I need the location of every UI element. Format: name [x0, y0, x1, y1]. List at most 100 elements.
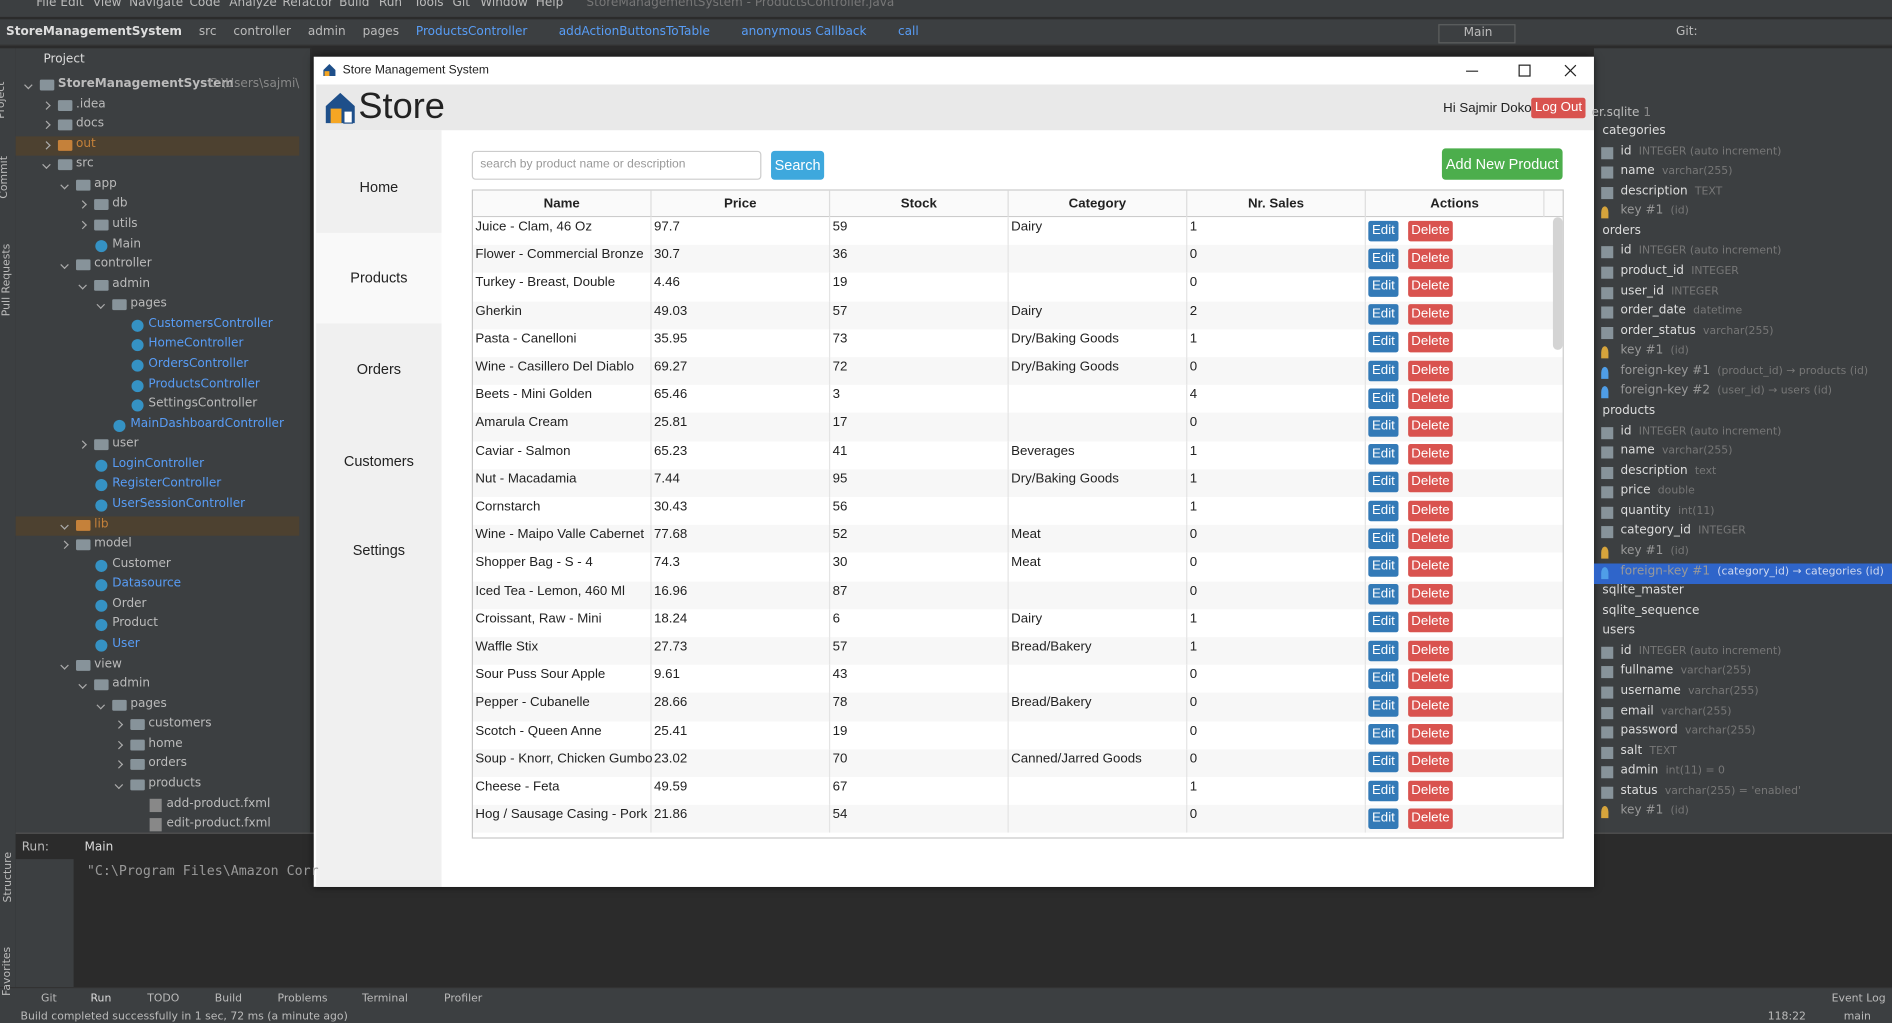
- delete-button[interactable]: Delete: [1408, 808, 1453, 829]
- delete-button[interactable]: Delete: [1408, 668, 1453, 689]
- side-tab[interactable]: Project: [0, 81, 8, 119]
- delete-button[interactable]: Delete: [1408, 500, 1453, 521]
- delete-button[interactable]: Delete: [1408, 248, 1453, 269]
- logout-button[interactable]: Log Out: [1531, 97, 1586, 119]
- side-tab[interactable]: Favorites: [1, 946, 14, 996]
- db-item[interactable]: password: [1620, 724, 1678, 738]
- tree-item[interactable]: ProductsController: [148, 377, 260, 391]
- delete-button[interactable]: Delete: [1408, 696, 1453, 717]
- tree-item[interactable]: pages: [130, 697, 167, 711]
- tree-item[interactable]: UserSessionController: [112, 497, 246, 511]
- side-tab[interactable]: Commit: [0, 156, 11, 199]
- edit-button[interactable]: Edit: [1368, 276, 1399, 297]
- db-item[interactable]: foreign-key #1: [1620, 364, 1711, 378]
- menu-item[interactable]: Help: [535, 0, 564, 10]
- delete-button[interactable]: Delete: [1408, 332, 1453, 353]
- edit-button[interactable]: Edit: [1368, 612, 1399, 633]
- search-button[interactable]: Search: [771, 150, 825, 180]
- menu-item[interactable]: Analyze: [229, 0, 277, 10]
- tree-item[interactable]: OrdersController: [148, 357, 249, 371]
- edit-button[interactable]: Edit: [1368, 696, 1399, 717]
- delete-button[interactable]: Delete: [1408, 584, 1453, 605]
- add-button[interactable]: Add New Product: [1441, 148, 1563, 180]
- edit-button[interactable]: Edit: [1368, 304, 1399, 325]
- nav-item[interactable]: Products: [350, 269, 408, 286]
- edit-button[interactable]: Edit: [1368, 500, 1399, 521]
- tree-item[interactable]: lib: [94, 517, 109, 531]
- edit-button[interactable]: Edit: [1368, 472, 1399, 493]
- tree-item[interactable]: LoginController: [112, 457, 205, 471]
- db-item[interactable]: email: [1620, 704, 1654, 718]
- db-item[interactable]: categories: [1602, 124, 1666, 138]
- delete-button[interactable]: Delete: [1408, 360, 1453, 381]
- menu-item[interactable]: Git: [452, 0, 470, 10]
- db-item[interactable]: fullname: [1620, 664, 1674, 678]
- delete-button[interactable]: Delete: [1408, 304, 1453, 325]
- tree-item[interactable]: model: [94, 537, 132, 551]
- delete-button[interactable]: Delete: [1408, 220, 1453, 241]
- tree-item[interactable]: SettingsController: [148, 397, 258, 411]
- branch[interactable]: main: [1843, 1011, 1871, 1023]
- tree-item[interactable]: Datasource: [112, 577, 182, 591]
- tool-tab[interactable]: Profiler: [444, 993, 483, 1006]
- tree-item[interactable]: pages: [130, 297, 167, 311]
- edit-button[interactable]: Edit: [1368, 752, 1399, 773]
- nav-item[interactable]: Customers: [343, 452, 414, 470]
- tree-item[interactable]: user: [112, 437, 139, 451]
- db-item[interactable]: users: [1602, 624, 1636, 638]
- db-item[interactable]: salt: [1620, 744, 1643, 758]
- edit-button[interactable]: Edit: [1368, 808, 1399, 829]
- column-header[interactable]: Name: [473, 190, 652, 218]
- edit-button[interactable]: Edit: [1368, 780, 1399, 801]
- breadcrumb-item[interactable]: pages: [362, 25, 400, 39]
- tree-item[interactable]: MainDashboardController: [130, 417, 284, 431]
- edit-button[interactable]: Edit: [1368, 444, 1399, 465]
- db-item[interactable]: foreign-key #2: [1620, 384, 1711, 398]
- edit-button[interactable]: Edit: [1368, 248, 1399, 269]
- tool-tab[interactable]: Run: [90, 993, 112, 1006]
- db-item[interactable]: key #1: [1620, 344, 1664, 358]
- breadcrumb-item[interactable]: call: [897, 25, 919, 39]
- delete-button[interactable]: Delete: [1408, 388, 1453, 409]
- delete-button[interactable]: Delete: [1408, 444, 1453, 465]
- db-item[interactable]: category_id: [1620, 524, 1691, 538]
- db-item[interactable]: admin: [1620, 764, 1659, 778]
- edit-button[interactable]: Edit: [1368, 416, 1399, 437]
- db-item[interactable]: id: [1620, 244, 1632, 258]
- db-item[interactable]: quantity: [1620, 504, 1671, 518]
- menu-item[interactable]: Run: [378, 0, 403, 10]
- edit-button[interactable]: Edit: [1368, 360, 1399, 381]
- tree-item[interactable]: .idea: [76, 97, 106, 111]
- db-item[interactable]: description: [1620, 464, 1688, 478]
- delete-button[interactable]: Delete: [1408, 724, 1453, 745]
- db-item[interactable]: id: [1620, 644, 1632, 658]
- db-item[interactable]: key #1: [1620, 804, 1664, 818]
- breadcrumb-item[interactable]: admin: [307, 25, 346, 39]
- project-panel-title[interactable]: Project: [43, 53, 85, 67]
- delete-button[interactable]: Delete: [1408, 752, 1453, 773]
- menu-item[interactable]: Window: [480, 0, 528, 10]
- db-item[interactable]: price: [1620, 484, 1651, 498]
- tree-item[interactable]: CustomersController: [148, 317, 273, 331]
- tool-tab[interactable]: Git: [41, 993, 57, 1006]
- edit-button[interactable]: Edit: [1368, 332, 1399, 353]
- nav-item[interactable]: Home: [359, 178, 399, 196]
- tree-item[interactable]: edit-product.fxml: [166, 816, 271, 831]
- db-item[interactable]: foreign-key #1: [1620, 564, 1711, 578]
- db-item[interactable]: products: [1602, 404, 1656, 418]
- db-item[interactable]: username: [1620, 684, 1681, 698]
- delete-button[interactable]: Delete: [1408, 640, 1453, 661]
- run-config[interactable]: Main: [1438, 24, 1516, 44]
- delete-button[interactable]: Delete: [1408, 556, 1453, 577]
- tree-item[interactable]: products: [148, 776, 202, 791]
- edit-button[interactable]: Edit: [1368, 668, 1399, 689]
- tree-item[interactable]: Order: [112, 597, 147, 611]
- tree-item[interactable]: db: [112, 197, 128, 211]
- menu-item[interactable]: Edit: [60, 0, 84, 10]
- edit-button[interactable]: Edit: [1368, 556, 1399, 577]
- menu-item[interactable]: Navigate: [129, 0, 184, 10]
- edit-button[interactable]: Edit: [1368, 724, 1399, 745]
- event-log[interactable]: Event Log: [1831, 993, 1886, 1006]
- edit-button[interactable]: Edit: [1368, 640, 1399, 661]
- breadcrumb-item[interactable]: ProductsController: [415, 25, 528, 39]
